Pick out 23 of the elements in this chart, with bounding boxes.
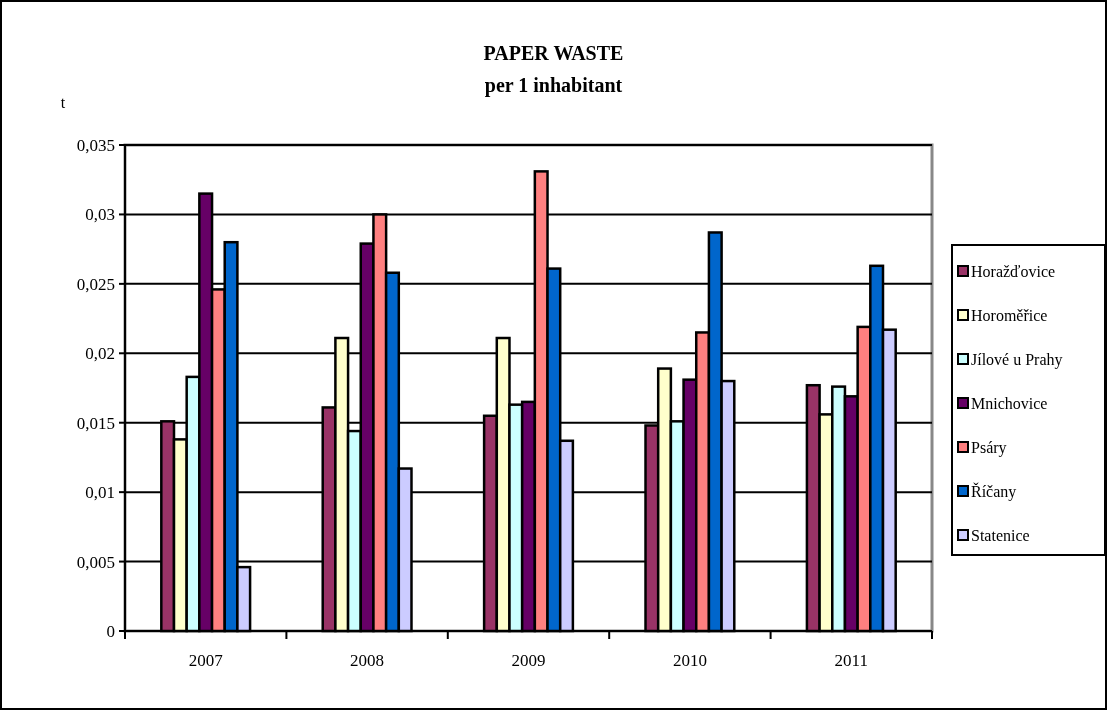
legend-label: Jílové u Prahy xyxy=(971,350,1063,369)
y-tick-label: 0,01 xyxy=(85,483,115,503)
chart-title: PAPER WASTE xyxy=(483,42,624,64)
legend-label: Horažďovice xyxy=(971,262,1056,280)
legend-label: Statenice xyxy=(971,526,1030,544)
y-tick-label: 0,015 xyxy=(76,413,115,433)
x-tick-label: 2009 xyxy=(511,651,546,670)
y-axis-title: t xyxy=(60,94,66,111)
y-tick-label: 0 xyxy=(106,621,115,641)
x-tick-label: 2008 xyxy=(350,651,385,670)
legend-label: Říčany xyxy=(971,481,1017,501)
legend-label: Psáry xyxy=(971,438,1007,457)
y-tick-label: 0,02 xyxy=(85,344,115,364)
x-tick-label: 2007 xyxy=(188,651,224,670)
y-tick-label: 0,035 xyxy=(76,135,115,155)
y-tick-label: 0,005 xyxy=(76,552,115,572)
y-tick-label: 0,03 xyxy=(85,205,115,225)
chart-subtitle: per 1 inhabitant xyxy=(484,74,623,97)
x-tick-label: 2010 xyxy=(672,651,707,670)
x-tick-label: 2011 xyxy=(834,651,868,670)
legend-label: Mnichovice xyxy=(971,394,1048,412)
legend-label: Horoměřice xyxy=(971,306,1048,324)
y-tick-label: 0,025 xyxy=(76,274,115,294)
